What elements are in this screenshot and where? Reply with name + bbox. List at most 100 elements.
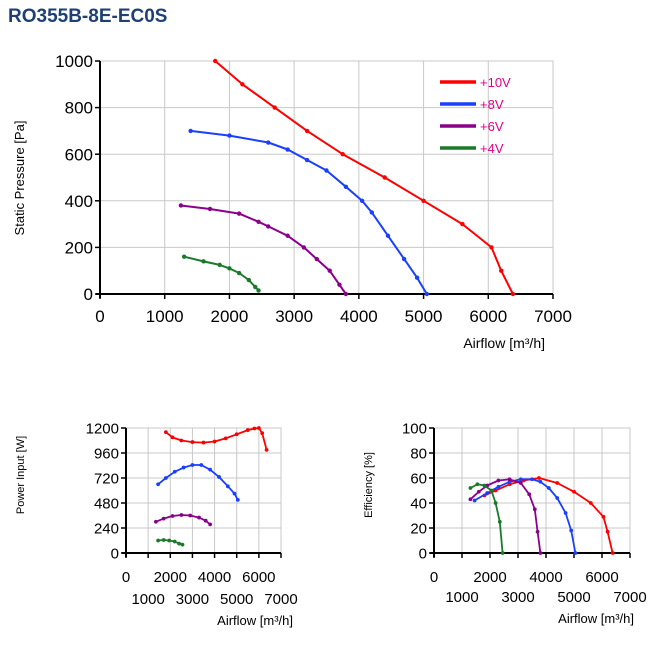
x-tick-label: 5000 bbox=[220, 591, 253, 608]
data-point bbox=[518, 477, 523, 482]
data-point bbox=[546, 486, 551, 490]
data-point bbox=[337, 282, 342, 287]
x-tick-label: 2000 bbox=[154, 569, 187, 586]
data-point bbox=[555, 481, 560, 485]
data-point bbox=[500, 551, 505, 555]
data-point bbox=[179, 513, 184, 517]
x-tick-label: 4000 bbox=[529, 569, 562, 586]
data-point bbox=[538, 479, 543, 484]
x-tick-label: 4000 bbox=[198, 569, 231, 586]
data-point bbox=[217, 475, 221, 479]
data-point bbox=[172, 539, 177, 544]
data-point bbox=[232, 491, 237, 496]
y-tick-label: 60 bbox=[410, 470, 427, 487]
series-10Vv bbox=[482, 476, 615, 555]
data-point bbox=[180, 542, 185, 547]
series-4Vv bbox=[181, 254, 261, 293]
data-point bbox=[527, 492, 532, 497]
data-point bbox=[163, 430, 168, 435]
series-line bbox=[469, 478, 542, 554]
data-point bbox=[475, 482, 480, 487]
x-tick-label: 7000 bbox=[264, 591, 297, 608]
page-title: RO355B-8E-EC0S bbox=[8, 6, 168, 27]
x-tick-label: 3000 bbox=[176, 591, 209, 608]
data-point bbox=[235, 497, 240, 502]
series-6Vv bbox=[153, 513, 213, 527]
data-point bbox=[153, 519, 158, 524]
data-point bbox=[223, 436, 228, 441]
data-point bbox=[610, 551, 615, 555]
data-point bbox=[179, 438, 184, 443]
data-point bbox=[304, 128, 310, 134]
data-point bbox=[188, 128, 193, 134]
data-point bbox=[530, 477, 534, 482]
data-point bbox=[485, 491, 490, 495]
data-point bbox=[201, 259, 206, 264]
y-tick-label: 720 bbox=[94, 470, 119, 487]
y-axis-title: Efficiency [%] bbox=[363, 452, 375, 518]
data-point bbox=[497, 519, 502, 524]
x-tick-label: 6000 bbox=[585, 569, 618, 586]
data-point bbox=[163, 476, 168, 480]
data-point bbox=[468, 486, 473, 490]
x-tick-label: 4000 bbox=[340, 307, 378, 326]
data-point bbox=[177, 541, 182, 546]
data-point bbox=[181, 254, 187, 259]
data-point bbox=[414, 275, 420, 280]
data-point bbox=[343, 291, 349, 297]
data-point bbox=[314, 256, 319, 262]
data-point bbox=[496, 484, 501, 489]
x-tick-label: 2000 bbox=[211, 307, 249, 326]
data-point bbox=[301, 245, 307, 250]
data-point bbox=[266, 224, 271, 229]
legend-label: +10V bbox=[480, 75, 511, 90]
data-point bbox=[208, 522, 213, 527]
y-tick-label: 0 bbox=[419, 545, 427, 562]
data-point bbox=[482, 483, 487, 488]
y-tick-label: 800 bbox=[65, 99, 93, 118]
data-point bbox=[199, 463, 204, 467]
data-point bbox=[256, 288, 261, 293]
data-point bbox=[212, 58, 218, 64]
y-tick-label: 0 bbox=[84, 285, 93, 304]
data-point bbox=[161, 516, 166, 521]
x-tick-label: 1000 bbox=[131, 591, 164, 608]
data-point bbox=[178, 203, 184, 208]
data-point bbox=[207, 206, 213, 212]
data-point bbox=[161, 538, 166, 542]
data-point bbox=[181, 465, 186, 470]
series-6Vv bbox=[468, 477, 543, 555]
x-tick-label: 1000 bbox=[146, 307, 184, 326]
data-point bbox=[507, 477, 512, 482]
data-point bbox=[170, 514, 175, 518]
data-point bbox=[327, 268, 332, 273]
data-point bbox=[476, 489, 481, 494]
data-point bbox=[510, 291, 516, 297]
data-point bbox=[252, 426, 257, 431]
x-tick-label: 3000 bbox=[501, 589, 534, 606]
data-point bbox=[555, 496, 560, 500]
x-tick-label: 7000 bbox=[534, 307, 572, 326]
data-point bbox=[266, 140, 271, 145]
data-point bbox=[493, 501, 498, 505]
y-tick-label: 240 bbox=[94, 520, 119, 537]
x-tick-label: 7000 bbox=[613, 589, 646, 606]
y-tick-label: 80 bbox=[410, 445, 427, 462]
data-point bbox=[212, 439, 217, 444]
data-point bbox=[532, 507, 537, 512]
data-point bbox=[369, 210, 374, 215]
data-point bbox=[227, 266, 232, 271]
legend: +10V +8V +6V +4V bbox=[440, 75, 511, 156]
x-tick-label: 1000 bbox=[445, 589, 478, 606]
series-4Vv bbox=[468, 482, 505, 555]
data-point bbox=[170, 435, 175, 440]
data-point bbox=[324, 168, 329, 173]
x-tick-label: 6000 bbox=[469, 307, 507, 326]
data-point bbox=[172, 469, 177, 474]
data-point bbox=[190, 440, 195, 444]
y-axis-title: Power Input [W] bbox=[15, 436, 27, 514]
data-point bbox=[188, 513, 193, 518]
